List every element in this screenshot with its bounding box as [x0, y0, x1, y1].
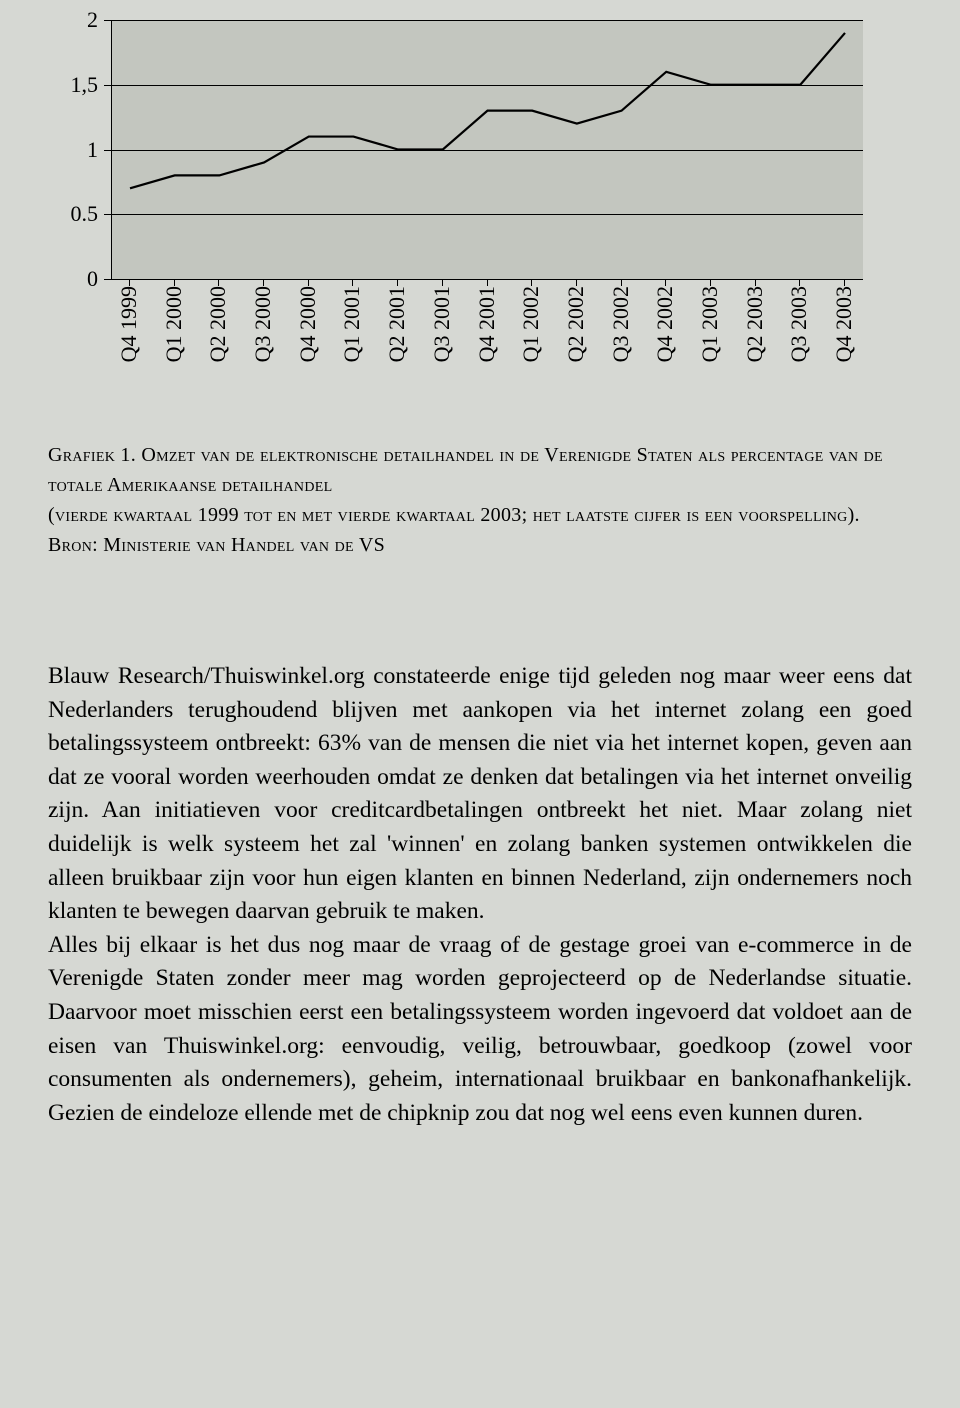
- body-text: Blauw Research/Thuiswinkel.org constatee…: [48, 660, 912, 1130]
- chart-caption: Grafiek 1. Omzet van de elektronische de…: [48, 440, 912, 560]
- data-line: [130, 33, 845, 188]
- paragraph-1: Blauw Research/Thuiswinkel.org constatee…: [48, 660, 912, 929]
- x-axis-label: Q2 2003: [742, 286, 768, 362]
- y-tick: [104, 214, 112, 215]
- caption-label: Grafiek 1.: [48, 444, 136, 466]
- paragraph-2: Alles bij elkaar is het dus nog maar de …: [48, 929, 912, 1131]
- x-axis-label: Q1 2002: [518, 286, 544, 362]
- x-axis-label: Q4 2003: [831, 286, 857, 362]
- caption-country: VS: [354, 534, 385, 556]
- x-axis-label: Q2 2000: [205, 286, 231, 362]
- y-axis-label: 0: [87, 266, 98, 292]
- x-axis-label: Q4 1999: [116, 286, 142, 362]
- x-axis-label: Q2 2001: [384, 286, 410, 362]
- y-axis-label: 1,5: [71, 72, 99, 98]
- caption-line2c: het laatste cijfer is een voorspelling).: [533, 504, 860, 526]
- caption-source: Bron: Ministerie van Handel van de: [48, 534, 354, 556]
- x-axis-label: Q1 2000: [161, 286, 187, 362]
- grid-line: [112, 150, 863, 151]
- x-axis-label: Q3 2003: [786, 286, 812, 362]
- x-axis-label: Q3 2001: [429, 286, 455, 362]
- x-axis-label: Q1 2001: [339, 286, 365, 362]
- x-axis-label: Q1 2003: [697, 286, 723, 362]
- caption-line1: Omzet van de elektronische detailhandel …: [48, 444, 883, 496]
- y-tick: [104, 20, 112, 21]
- x-axis-label: Q3 2000: [250, 286, 276, 362]
- caption-year2: 2003;: [475, 504, 533, 526]
- y-axis-label: 1: [87, 137, 98, 163]
- chart-container: 00.511,52 Q4 1999Q1 2000Q2 2000Q3 2000Q4…: [63, 20, 863, 410]
- caption-line2b: tot en met vierde kwartaal: [244, 504, 475, 526]
- caption-line2a: (vierde kwartaal: [48, 504, 192, 526]
- y-tick: [104, 150, 112, 151]
- y-axis-label: 2: [87, 7, 98, 33]
- x-axis-label: Q4 2001: [474, 286, 500, 362]
- grid-line: [112, 85, 863, 86]
- grid-line: [112, 214, 863, 215]
- y-tick: [104, 85, 112, 86]
- y-axis-label: 0.5: [71, 201, 99, 227]
- x-axis-labels: Q4 1999 Q1 2000 Q2 2000 Q3 2000 Q4 2000 Q1 20…: [111, 280, 863, 410]
- caption-year1: 1999: [192, 504, 244, 526]
- x-axis-label: Q4 2002: [652, 286, 678, 362]
- x-axis-label: Q2 2002: [563, 286, 589, 362]
- x-axis-label: Q4 2000: [295, 286, 321, 362]
- grid-line: [112, 20, 863, 21]
- line-chart: 00.511,52: [111, 20, 863, 280]
- x-axis-label: Q3 2002: [608, 286, 634, 362]
